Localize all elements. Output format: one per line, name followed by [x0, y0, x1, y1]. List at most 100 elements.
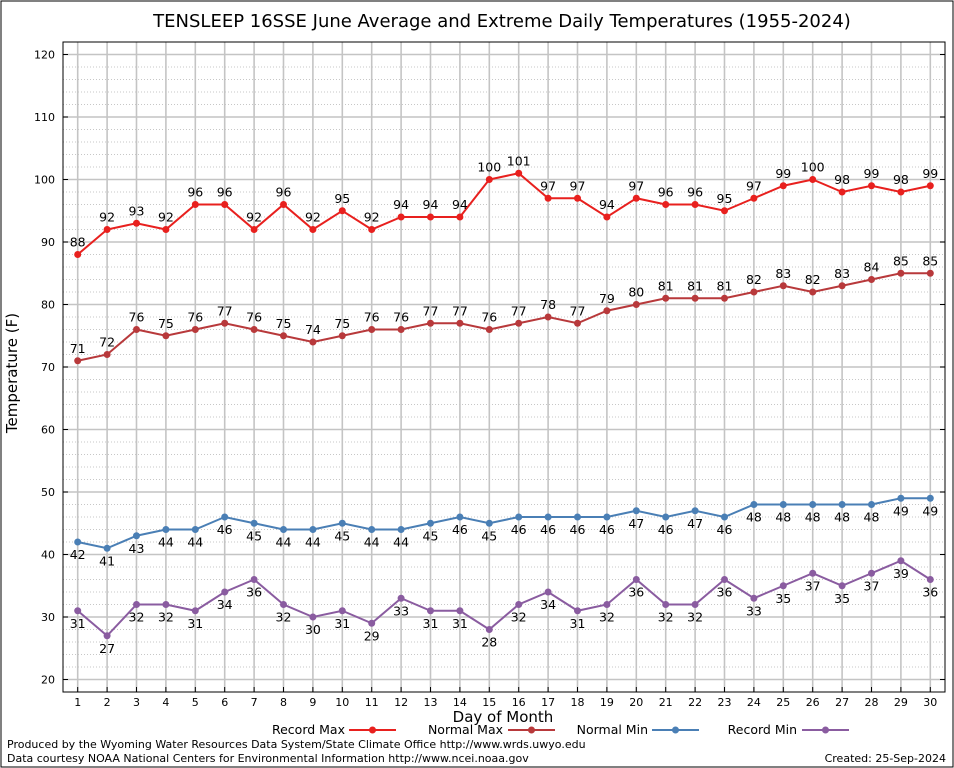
chart-title: TENSLEEP 16SSE June Average and Extreme …: [152, 11, 851, 32]
data-point-record-min: [838, 582, 846, 590]
data-point-record-max: [809, 176, 817, 183]
data-point-normal-max: [809, 288, 817, 296]
data-label-normal-min: 41: [99, 553, 115, 568]
data-label-record-min: 27: [99, 641, 115, 656]
data-label-normal-min: 48: [834, 510, 850, 525]
series-normal-max: 71 72 76 75 76 77 76 75 74 75 76 76 77 77 76 77 78 77 79 80…: [70, 253, 938, 365]
data-point-normal-max: [926, 269, 934, 277]
data-label-normal-min: 44: [393, 535, 409, 550]
x-tick-label: 12: [394, 696, 408, 709]
data-label-normal-max: 77: [452, 303, 468, 318]
x-tick-label: 11: [365, 696, 379, 709]
data-point-normal-max: [544, 313, 552, 321]
data-point-normal-min: [427, 519, 434, 527]
y-tick-label: 70: [41, 361, 55, 374]
data-label-record-max: 92: [99, 210, 115, 225]
data-label-normal-min: 46: [540, 522, 556, 537]
data-label-record-max: 95: [717, 191, 733, 206]
data-label-record-min: 31: [570, 616, 586, 631]
data-point-record-max: [750, 194, 758, 202]
data-point-record-min: [191, 607, 199, 615]
data-label-normal-min: 47: [628, 516, 644, 531]
data-label-normal-min: 44: [364, 535, 380, 550]
data-point-record-min: [309, 613, 317, 621]
footer-produced-by: Produced by the Wyoming Water Resources …: [7, 738, 586, 751]
data-label-record-min: 31: [187, 616, 203, 631]
data-label-normal-min: 45: [246, 528, 262, 543]
data-point-normal-min: [926, 494, 934, 502]
data-label-record-min: 33: [393, 603, 409, 618]
y-tick-label: 80: [41, 299, 55, 312]
data-point-record-min: [868, 569, 875, 577]
data-label-normal-max: 74: [305, 322, 321, 337]
legend-marker: [528, 726, 535, 734]
data-label-record-max: 92: [158, 210, 174, 225]
data-label-record-max: 92: [305, 210, 321, 225]
data-label-record-min: 39: [893, 566, 909, 581]
data-label-record-max: 97: [540, 178, 556, 193]
data-label-normal-max: 76: [481, 310, 497, 325]
data-label-normal-max: 79: [599, 291, 615, 306]
data-label-normal-min: 47: [687, 516, 703, 531]
data-point-normal-max: [721, 294, 728, 302]
data-point-record-max: [103, 226, 111, 233]
data-label-record-max: 99: [922, 166, 938, 181]
data-label-normal-min: 44: [305, 535, 321, 550]
data-point-record-min: [133, 601, 140, 608]
data-point-normal-max: [897, 269, 905, 277]
data-label-normal-max: 80: [628, 285, 644, 300]
data-label-record-min: 32: [158, 610, 174, 625]
data-point-record-max: [721, 207, 728, 215]
data-label-normal-max: 72: [99, 335, 115, 350]
data-point-record-max: [427, 213, 434, 221]
data-point-record-min: [368, 619, 376, 627]
x-tick-label: 14: [453, 696, 467, 709]
data-label-normal-max: 82: [805, 272, 821, 287]
data-label-normal-max: 76: [246, 310, 262, 325]
y-tick-label: 110: [34, 111, 55, 124]
x-tick-label: 29: [894, 696, 908, 709]
y-tick-label: 30: [41, 611, 55, 624]
data-label-normal-max: 85: [922, 253, 938, 268]
x-tick-label: 2: [104, 696, 111, 709]
data-label-record-max: 100: [477, 160, 501, 175]
data-point-record-max: [515, 169, 523, 177]
data-label-normal-min: 48: [805, 510, 821, 525]
y-tick-label: 120: [34, 49, 55, 62]
footer-data-courtesy: Data courtesy NOAA National Centers for …: [7, 752, 529, 765]
data-point-normal-min: [456, 513, 464, 521]
series-line-record-min: [77, 559, 931, 638]
data-label-record-min: 36: [717, 585, 733, 600]
data-label-record-min: 34: [540, 597, 556, 612]
data-point-normal-max: [368, 326, 376, 333]
legend-marker: [672, 726, 679, 734]
data-label-normal-min: 44: [158, 535, 174, 550]
data-point-normal-min: [280, 526, 287, 533]
data-label-normal-min: 46: [599, 522, 615, 537]
x-tick-label: 16: [512, 696, 526, 709]
legend-entry-record-max: Record Max: [272, 722, 396, 737]
data-point-record-max: [603, 213, 611, 221]
footer-created-date: Created: 25-Sep-2024: [824, 752, 946, 765]
data-point-normal-max: [456, 319, 464, 327]
data-label-record-min: 32: [687, 610, 703, 625]
y-tick-label: 40: [41, 549, 55, 562]
data-point-record-max: [221, 201, 229, 208]
data-point-record-min: [427, 607, 434, 615]
data-label-record-max: 92: [246, 210, 262, 225]
data-point-record-min: [162, 601, 170, 608]
data-label-record-max: 97: [628, 178, 644, 193]
data-point-normal-min: [515, 513, 523, 521]
data-point-normal-max: [515, 319, 523, 327]
series-record-min: 31 27 32 32 31 34 36 32 30 31 29 33 31 31 28 32 34 31 32 36…: [70, 557, 938, 656]
x-tick-label: 28: [865, 696, 879, 709]
y-tick-label: 100: [34, 174, 55, 187]
data-point-record-min: [515, 601, 523, 608]
data-label-normal-min: 45: [423, 528, 439, 543]
data-point-normal-max: [397, 326, 405, 333]
data-label-record-min: 31: [423, 616, 439, 631]
data-point-record-min: [750, 594, 758, 602]
data-point-record-max: [662, 201, 670, 208]
data-point-record-max: [280, 201, 287, 208]
x-tick-label: 15: [482, 696, 496, 709]
